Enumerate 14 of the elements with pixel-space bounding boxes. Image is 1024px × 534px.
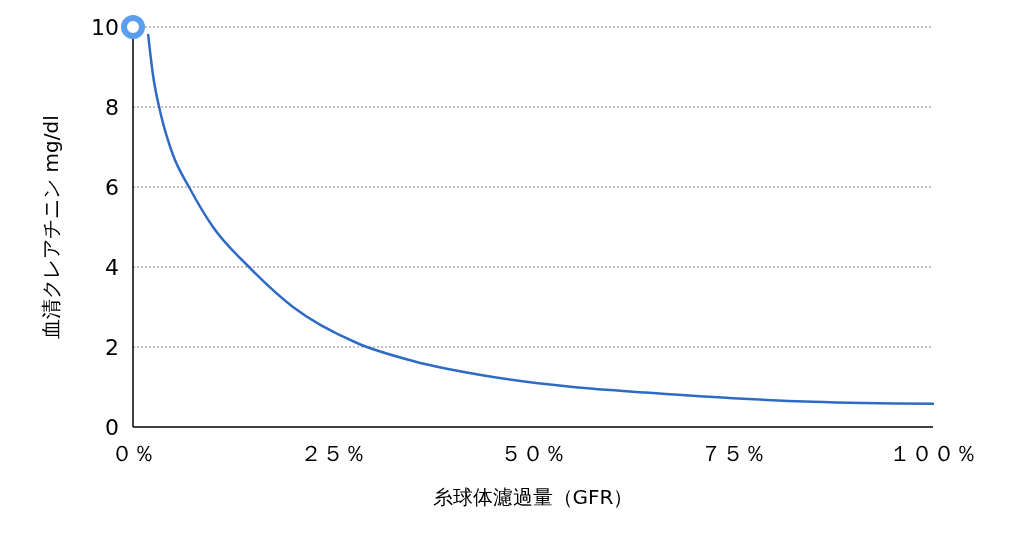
- line-series: [146, 33, 935, 406]
- x-tick-label: ２５％: [300, 441, 366, 466]
- y-tick-label: 2: [105, 334, 119, 360]
- y-tick-label: 10: [91, 14, 119, 40]
- x-tick-label: ０％: [111, 441, 155, 466]
- y-tick-label: 6: [105, 174, 119, 200]
- y-axis-title: 血清クレアチニン mg/dl: [39, 115, 63, 339]
- x-tick-label: ５０％: [500, 441, 566, 466]
- y-tick-label: 8: [105, 94, 119, 120]
- x-tick-label: ７５％: [700, 441, 766, 466]
- x-axis-title: 糸球体濾過量（GFR）: [432, 485, 634, 509]
- x-tick-label: １００％: [889, 441, 977, 466]
- y-tick-label: 4: [105, 254, 119, 280]
- y-tick-label: 0: [105, 414, 119, 440]
